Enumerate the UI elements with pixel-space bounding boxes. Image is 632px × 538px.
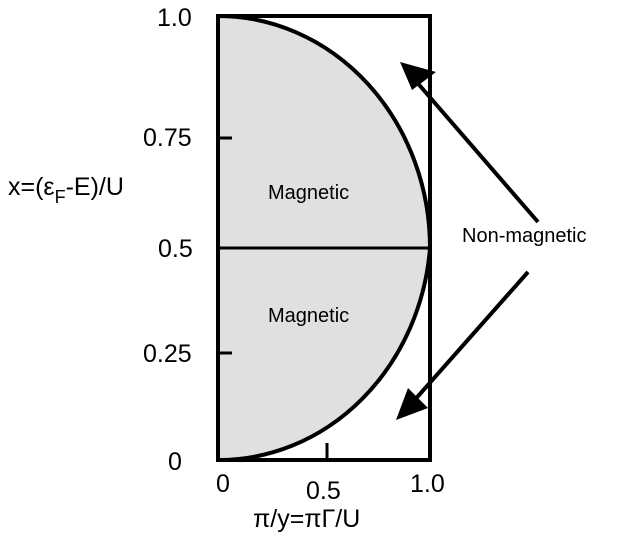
y-axis-label: x=(εF-E)/U (8, 173, 124, 207)
region-label-lower: Magnetic (268, 305, 350, 327)
y-axis-label-prefix: x=(ε (8, 173, 55, 201)
y-tick-label-0: 0 (168, 448, 182, 476)
y-tick-label-075: 0.75 (143, 124, 192, 152)
y-tick-label-1: 1.0 (157, 4, 192, 32)
arrowhead-upper (400, 62, 436, 90)
region-label-upper: Magnetic (268, 182, 350, 204)
arrowhead-lower (396, 388, 428, 420)
arrow-lower (402, 270, 530, 414)
arrow-upper (406, 70, 540, 224)
y-axis-label-subscript: F (54, 187, 66, 208)
region-label-outside: Non-magnetic (462, 225, 587, 247)
y-axis-label-suffix: -E)/U (65, 173, 124, 201)
x-tick-label-0: 0 (216, 470, 230, 498)
x-tick-label-1: 1.0 (410, 470, 445, 498)
y-tick-label-025: 0.25 (143, 340, 192, 368)
x-axis-label: π/y=πΓ/U (253, 505, 361, 533)
y-tick-label-05: 0.5 (158, 235, 193, 263)
magnetic-region (218, 16, 430, 461)
x-tick-label-05: 0.5 (306, 477, 341, 505)
